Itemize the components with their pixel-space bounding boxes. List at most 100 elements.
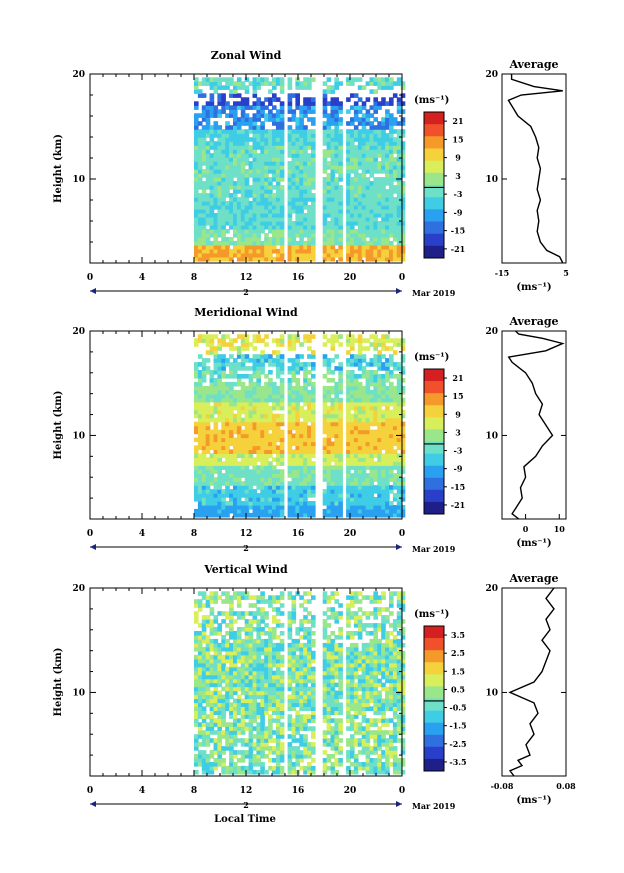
heatmap-cell <box>225 595 230 600</box>
heatmap-cell <box>248 501 254 506</box>
heatmap-cell <box>322 437 328 443</box>
heatmap-cell <box>260 734 265 739</box>
heatmap-cell <box>365 117 371 122</box>
colorbar-segment <box>424 417 444 430</box>
heatmap-cell <box>268 631 273 636</box>
heatmap-cell <box>311 77 316 82</box>
heatmap-cell <box>338 217 343 222</box>
heatmap-cell <box>221 397 226 403</box>
heatmap-cell <box>225 125 230 130</box>
heatmap-cell <box>225 185 230 190</box>
heatmap-cell <box>194 698 199 704</box>
heatmap-cell <box>381 145 386 150</box>
heatmap-cell <box>334 381 339 387</box>
heatmap-cell <box>197 674 203 680</box>
heatmap-cell <box>377 153 382 158</box>
heatmap-cell <box>396 149 402 154</box>
heatmap-cell <box>400 453 406 458</box>
heatmap-cell <box>248 638 254 644</box>
heatmap-cell <box>353 193 359 198</box>
heatmap-cell <box>236 485 242 490</box>
heatmap-cell <box>299 433 304 439</box>
heatmap-cell <box>201 603 207 608</box>
heatmap-cell <box>236 101 242 106</box>
heatmap-cell <box>389 85 394 90</box>
heatmap-cell <box>396 505 402 510</box>
heatmap-cell <box>236 730 242 735</box>
heatmap-cell <box>377 453 382 458</box>
heatmap-cell <box>326 137 332 142</box>
heatmap-cell <box>213 405 219 411</box>
heatmap-cell <box>279 441 285 447</box>
colorbar-segment <box>424 393 444 406</box>
heatmap-cell <box>197 205 203 210</box>
heatmap-cell <box>205 421 211 427</box>
heatmap-cell <box>381 137 386 142</box>
heatmap-cell <box>268 481 273 486</box>
heatmap-cell <box>229 595 234 600</box>
heatmap-cell <box>311 501 316 506</box>
heatmap-cell <box>357 413 363 419</box>
heatmap-cell <box>252 248 258 254</box>
heatmap-cell <box>365 405 371 411</box>
heatmap-cell <box>264 481 269 486</box>
heatmap-cell <box>299 189 304 194</box>
heatmap-cell <box>197 417 203 423</box>
heatmap-cell <box>268 445 273 450</box>
heatmap-cell <box>236 217 242 222</box>
heatmap-cell <box>236 105 242 110</box>
heatmap-cell <box>233 248 238 254</box>
heatmap-cell <box>353 389 359 395</box>
heatmap-cell <box>330 413 336 419</box>
heatmap-cell <box>229 105 234 110</box>
heatmap-cell <box>334 77 339 82</box>
heatmap-cell <box>346 417 351 423</box>
heatmap-cell <box>338 205 343 210</box>
heatmap-cell <box>225 334 230 339</box>
heatmap-cell <box>221 240 226 246</box>
heatmap-cell <box>392 81 398 86</box>
heatmap-cell <box>322 133 328 138</box>
heatmap-cell <box>233 485 238 490</box>
heatmap-cell <box>268 252 273 258</box>
heatmap-cell <box>229 734 234 739</box>
heatmap-cell <box>346 425 351 431</box>
colorbar-segment <box>424 381 444 394</box>
heatmap-cell <box>225 746 230 751</box>
heatmap-cell <box>295 173 300 178</box>
heatmap-cell <box>244 698 250 704</box>
heatmap-cell <box>396 221 402 226</box>
heatmap-cell <box>229 662 234 668</box>
heatmap-cell <box>217 449 222 454</box>
heatmap-cell <box>236 425 242 431</box>
heatmap-cell <box>338 421 343 427</box>
heatmap-cell <box>346 350 351 355</box>
heatmap-cell <box>365 485 371 490</box>
heatmap-cell <box>377 225 382 230</box>
heatmap-cell <box>201 646 207 652</box>
heatmap-cell <box>330 385 336 391</box>
heatmap-cell <box>197 678 203 684</box>
heatmap-cell <box>268 678 273 684</box>
heatmap-cell <box>373 185 378 190</box>
heatmap-cell <box>299 477 304 482</box>
heatmap-cell <box>229 441 234 447</box>
heatmap-cell <box>385 197 390 202</box>
heatmap-cell <box>303 185 308 190</box>
heatmap-cell <box>201 650 207 656</box>
heatmap-cell <box>264 358 269 363</box>
heatmap-cell <box>361 401 367 407</box>
heatmap-cell <box>381 85 386 90</box>
heatmap-cell <box>326 121 332 126</box>
heatmap-cell <box>357 512 363 518</box>
heatmap-cell <box>377 165 382 170</box>
heatmap-cell <box>322 445 328 450</box>
heatmap-cell <box>311 121 316 126</box>
heatmap-cell <box>346 477 351 482</box>
heatmap-cell <box>330 165 336 170</box>
heatmap-cell <box>377 185 382 190</box>
heatmap-cell <box>330 105 336 110</box>
heatmap-cell <box>275 393 281 399</box>
heatmap-cell <box>353 185 359 190</box>
heatmap-cell <box>213 702 219 707</box>
